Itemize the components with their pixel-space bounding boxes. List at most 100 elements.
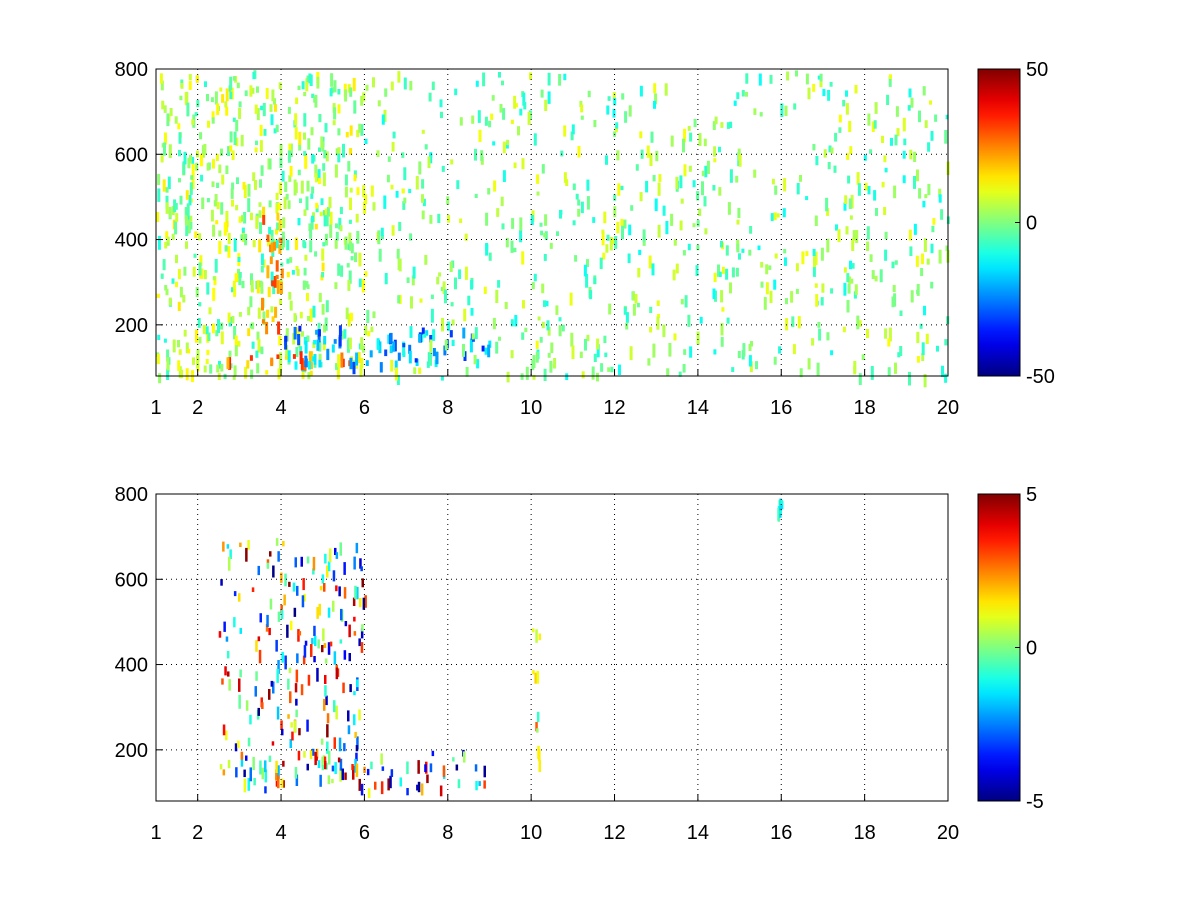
heatmap-cell (293, 313, 297, 323)
heatmap-cell (256, 108, 260, 121)
heatmap-cell (347, 313, 351, 327)
heatmap-cell (322, 172, 326, 187)
heatmap-cell (337, 263, 341, 276)
heatmap-cell (828, 145, 832, 153)
heatmap-cell (337, 89, 341, 95)
heatmap-cell (265, 370, 269, 375)
heatmap-cell (842, 326, 846, 333)
heatmap-cell (294, 683, 298, 693)
heatmap-cell (451, 339, 455, 346)
heatmap-cell (220, 148, 223, 156)
heatmap-cell (353, 100, 357, 114)
heatmap-cell (214, 91, 218, 105)
heatmap-cell (474, 764, 478, 772)
heatmap-cell (745, 73, 749, 84)
heatmap-cell (469, 338, 473, 353)
heatmap-cell (440, 286, 444, 292)
heatmap-cell (372, 202, 376, 211)
heatmap-cell (327, 607, 331, 618)
heatmap-cell (278, 202, 281, 211)
heatmap-cells-1 (156, 70, 950, 388)
heatmap-cell (247, 737, 251, 747)
heatmap-cell (360, 783, 364, 796)
heatmap-cell (179, 95, 183, 101)
heatmap-cell (314, 94, 318, 108)
heatmap-cell (816, 362, 820, 376)
heatmap-cell (201, 197, 205, 209)
heatmap-cell (585, 274, 589, 288)
heatmap-cell (175, 254, 178, 264)
heatmap-cell (344, 174, 348, 186)
heatmap-cell (295, 97, 299, 105)
heatmap-cell (941, 365, 944, 377)
heatmap-cell (550, 342, 554, 354)
x-tick-label: 10 (520, 822, 542, 844)
heatmap-cell (884, 167, 888, 173)
heatmap-cell (355, 352, 359, 366)
heatmap-cell (309, 240, 313, 253)
heatmap-cell (848, 120, 852, 133)
heatmap-cell (389, 345, 393, 354)
heatmap-cell (227, 246, 231, 258)
heatmap-cell (165, 231, 169, 240)
heatmap-cell (291, 270, 295, 275)
heatmap-cell (311, 154, 315, 164)
heatmap-cell (536, 174, 540, 184)
heatmap-cell (408, 350, 412, 364)
heatmap-cell (467, 295, 471, 306)
heatmap-cell (531, 282, 535, 290)
heatmap-cell (308, 361, 311, 370)
heatmap-cell (232, 280, 236, 289)
heatmap-cell (510, 350, 514, 359)
heatmap-cell (273, 98, 276, 105)
heatmap-cell (287, 107, 291, 114)
heatmap-cell (334, 762, 337, 774)
heatmap-cell (843, 202, 847, 211)
x-tick-label: 16 (770, 822, 792, 844)
heatmap-cell (238, 272, 242, 278)
y-tick-label: 400 (115, 655, 148, 677)
heatmap-cell (324, 208, 328, 216)
heatmap-cell (610, 366, 614, 373)
heatmap-cell (758, 73, 762, 86)
heatmap-cell (795, 288, 799, 294)
heatmap-cell (260, 165, 264, 176)
colorbar-tick-label: -5 (1026, 791, 1044, 813)
heatmap-cell (275, 239, 279, 249)
heatmap-cell (826, 332, 830, 341)
heatmap-cell (238, 101, 242, 108)
heatmap-cell (156, 212, 160, 222)
heatmap-cell (457, 779, 461, 789)
heatmap-cell (249, 323, 253, 329)
heatmap-cell (563, 172, 567, 183)
heatmap-cell (250, 212, 253, 221)
heatmap-cell (161, 100, 165, 110)
heatmap-cell (866, 241, 870, 251)
heatmap-cell (842, 99, 846, 107)
heatmap-cell (265, 321, 269, 335)
heatmap-cell (306, 719, 309, 732)
heatmap-cell (329, 211, 333, 225)
heatmap-cell (340, 265, 344, 277)
heatmap-cell (280, 262, 284, 267)
heatmap-cell (299, 198, 302, 203)
colorbar-tick-label: 50 (1026, 59, 1048, 81)
heatmap-cell (923, 305, 926, 316)
heatmap-cell (748, 249, 752, 256)
heatmap-cell (653, 83, 657, 94)
heatmap-cell (753, 108, 757, 115)
heatmap-cell (535, 351, 539, 363)
heatmap-cell (470, 279, 474, 290)
heatmap-cell (163, 105, 167, 113)
heatmap-cell (439, 785, 443, 797)
heatmap-cell (331, 344, 335, 353)
heatmap-cell (536, 728, 539, 733)
heatmap-cell (279, 298, 282, 305)
colorbar-tick-label: 0 (1026, 213, 1037, 235)
heatmap-cell (339, 225, 343, 232)
heatmap-cell (797, 316, 801, 329)
y-tick-label: 600 (115, 144, 148, 166)
heatmap-cell (280, 604, 283, 614)
heatmap-cell (454, 88, 458, 96)
heatmap-cell (485, 212, 489, 226)
